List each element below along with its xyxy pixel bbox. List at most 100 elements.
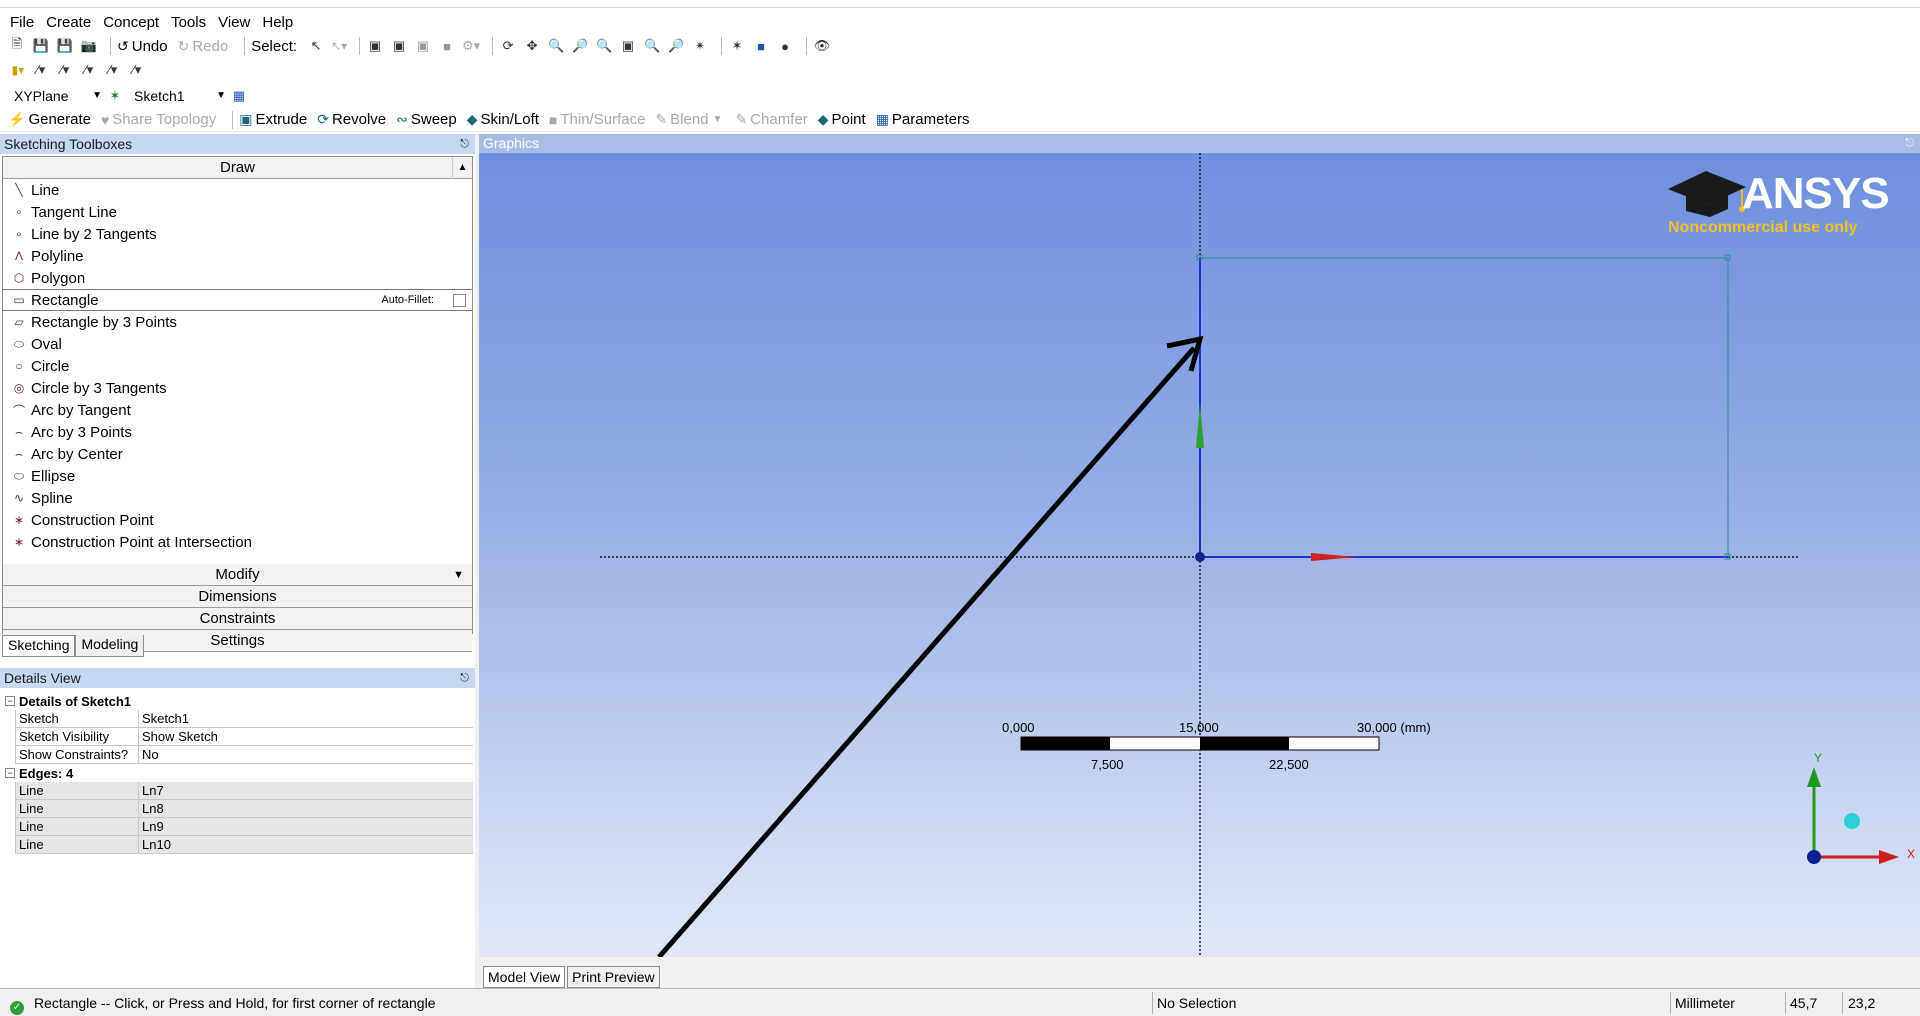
menu-file[interactable]: File [10,13,35,31]
details-group-edges[interactable]: − Edges: 4 [2,764,473,782]
plane-select[interactable]: XYPlane ▼ [10,86,106,106]
draw-tool-item[interactable]: ▱ Rectangle by 3 Points [3,311,472,333]
pin-icon[interactable]: ⎋ [1905,137,1914,149]
details-group-sketch[interactable]: − Details of Sketch1 [2,692,473,710]
modify-section-header[interactable]: Modify ▼ [3,564,472,586]
details-row[interactable]: Line Ln9 [16,818,473,836]
auto-fillet-checkbox[interactable] [453,293,466,307]
blend-button[interactable]: ✎ Blend ▼ [655,111,725,128]
extrude-button[interactable]: ▣ Extrude [239,111,307,128]
triad-icon[interactable]: ✶ [731,38,743,53]
details-row[interactable]: Line Ln8 [16,800,473,818]
draw-tool-item[interactable]: ◎ Circle by 3 Tangents [3,377,472,399]
draw-tool-item[interactable]: ▭ Rectangle Auto-Fillet: [3,289,472,311]
new-plane-icon[interactable]: ✶ [109,88,121,103]
scroll-up-icon[interactable]: ▲ [452,157,472,179]
save-as-icon[interactable]: 💾 [56,38,74,53]
constraints-section-header[interactable]: Constraints [3,608,472,630]
draw-tool-item[interactable]: ⌢ Arc by 3 Points [3,421,472,443]
menu-tools[interactable]: Tools [171,13,207,31]
palette-icon[interactable]: ▮▾ [11,63,25,77]
details-row[interactable]: Sketch Sketch1 [16,710,473,728]
corner-point[interactable] [1196,254,1203,261]
collapse-icon[interactable]: − [5,696,15,706]
draw-tool-item[interactable]: ○ Circle [3,355,472,377]
skin-loft-button[interactable]: ◆ Skin/Loft [467,111,539,128]
sketch-polyline-tool-icon[interactable]: ∕▾ [60,62,70,77]
zoom-fit-icon[interactable]: 🔍 [595,38,613,53]
details-row[interactable]: Line Ln10 [16,836,473,854]
tab-modeling[interactable]: Modeling [75,635,145,657]
collapse-icon[interactable]: − [5,768,15,778]
scroll-down-icon[interactable]: ▼ [453,569,464,581]
box-zoom-icon[interactable]: 🔎 [571,38,589,53]
tab-sketching[interactable]: Sketching [2,635,76,657]
select-body-icon[interactable]: ■ [443,38,451,54]
generate-button[interactable]: ⚡ Generate [8,111,91,128]
details-value[interactable]: Show Sketch [142,729,218,744]
menu-view[interactable]: View [218,13,251,31]
draw-tool-item[interactable]: ⌒ Arc by Tangent [3,399,472,421]
details-value[interactable]: Ln7 [142,783,164,798]
details-value[interactable]: Ln10 [142,837,171,852]
select-mode-dropdown-icon[interactable]: ↖▾ [331,39,348,53]
draw-tool-item[interactable]: ╲ Line [3,179,472,201]
tab-print-preview[interactable]: Print Preview [567,966,660,988]
dimensions-section-header[interactable]: Dimensions [3,586,472,608]
magnifier-icon[interactable]: 🔎 [667,38,685,53]
menu-create[interactable]: Create [46,13,92,31]
sketch-trim-tool-icon[interactable]: ∕▾ [108,62,118,77]
sketch-rectangle[interactable] [1199,257,1729,558]
menu-help[interactable]: Help [262,13,294,31]
graphics-viewport[interactable]: ANSYS Noncommercial use only 0,000 15,00… [479,153,1920,957]
origin-point[interactable] [1195,552,1205,562]
redo-button[interactable]: ↻ Redo [178,38,229,55]
sketch-line-tool-icon[interactable]: ∕▾ [36,62,46,77]
select-point-icon[interactable]: ▣ [368,38,382,53]
panel-splitter[interactable] [475,134,479,988]
sketch-extend-tool-icon[interactable]: ∕▾ [132,62,142,77]
draw-tool-item[interactable]: ⬭ Ellipse [3,465,472,487]
draw-tool-item[interactable]: ∗ Construction Point at Intersection [3,531,472,553]
details-value[interactable]: Ln9 [142,819,164,834]
zoom-icon[interactable]: 🔍 [547,38,565,53]
corner-point[interactable] [1724,254,1731,261]
draw-tool-item[interactable]: Λ Polyline [3,245,472,267]
menu-concept[interactable]: Concept [103,13,160,31]
chamfer-button[interactable]: ✎ Chamfer [735,111,807,128]
parameters-button[interactable]: ▦ Parameters [876,111,970,128]
details-value[interactable]: Sketch1 [142,711,189,726]
extend-selection-icon[interactable]: ⚙▾ [461,38,481,53]
sketch-select[interactable]: Sketch1 ▼ [130,86,230,106]
details-row[interactable]: Show Constraints? No [16,746,473,764]
draw-tool-item[interactable]: ∘ Tangent Line [3,201,472,223]
draw-section-header[interactable]: Draw ▲ [3,157,472,179]
pan-icon[interactable]: ✥ [526,38,538,53]
save-icon[interactable]: 💾 [32,38,50,53]
zoom-extents-icon[interactable]: ▣ [621,38,635,53]
draw-tool-item[interactable]: ∘ Line by 2 Tangents [3,223,472,245]
pin-icon[interactable]: ⎋ [460,672,469,684]
details-row[interactable]: Sketch Visibility Show Sketch [16,728,473,746]
details-value[interactable]: No [142,747,159,762]
new-icon[interactable]: 🗎 [11,36,23,51]
undo-button[interactable]: ↺ Undo [117,38,168,55]
draw-tool-item[interactable]: ⬡ Polygon [3,267,472,289]
details-value[interactable]: Ln8 [142,801,164,816]
revolve-button[interactable]: ⟳ Revolve [317,111,386,128]
look-at-icon[interactable]: 👁 [813,38,831,53]
sketch-arc-tool-icon[interactable]: ∕▾ [84,62,94,77]
triad-iso-ball[interactable] [1844,813,1860,829]
select-pointer-icon[interactable]: ↖ [310,38,322,53]
sweep-button[interactable]: ∾ Sweep [396,111,457,128]
display-point-icon[interactable]: ● [781,38,789,54]
rotate-icon[interactable]: ⟳ [502,38,514,53]
iso-view-icon[interactable]: ✴ [694,38,706,53]
new-sketch-icon[interactable]: ▦ [232,88,246,103]
pin-icon[interactable]: ⎋ [460,138,469,150]
draw-tool-item[interactable]: ⌢ Arc by Center [3,443,472,465]
point-button[interactable]: ◆ Point [818,111,866,128]
thin-surface-button[interactable]: ■ Thin/Surface [549,111,646,128]
draw-tool-item[interactable]: ∿ Spline [3,487,472,509]
zoom-green-icon[interactable]: 🔍 [643,38,661,53]
